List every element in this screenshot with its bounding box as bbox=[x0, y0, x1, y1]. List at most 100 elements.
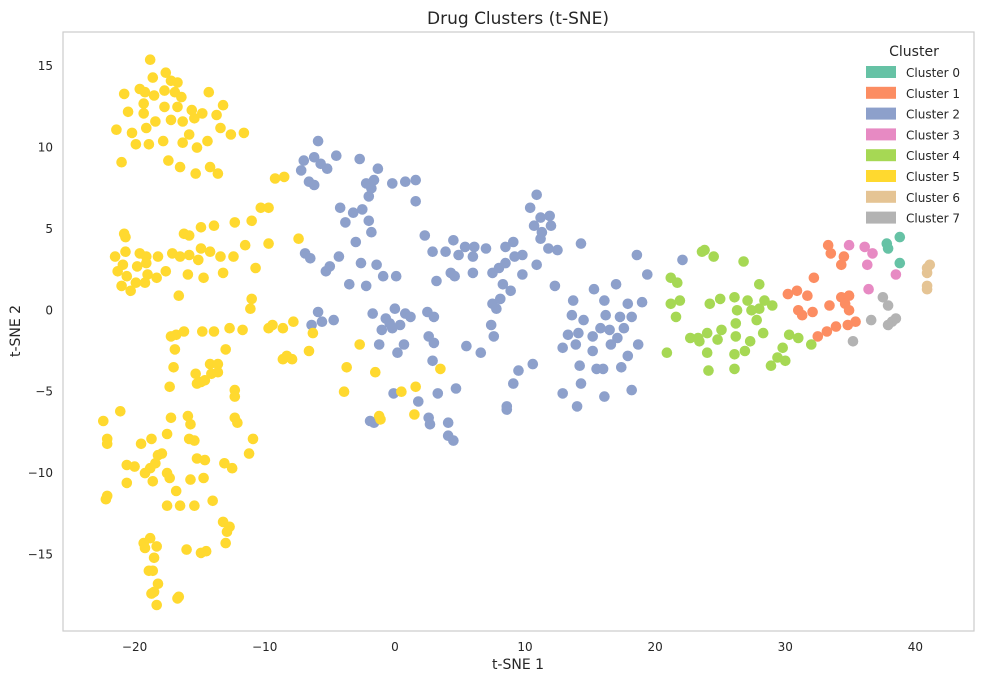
data-point bbox=[217, 267, 229, 279]
data-point bbox=[228, 251, 239, 262]
data-point bbox=[921, 267, 933, 279]
data-point bbox=[182, 269, 194, 280]
data-point bbox=[139, 467, 151, 479]
data-point bbox=[531, 259, 542, 271]
data-point bbox=[739, 345, 751, 357]
data-point bbox=[151, 599, 162, 611]
data-point bbox=[219, 458, 230, 469]
data-point bbox=[545, 220, 557, 231]
data-point bbox=[288, 316, 299, 328]
data-point bbox=[821, 326, 833, 337]
data-point bbox=[118, 88, 130, 100]
data-point bbox=[587, 331, 598, 342]
data-point bbox=[843, 290, 855, 302]
data-point bbox=[367, 308, 379, 319]
data-point bbox=[410, 381, 422, 393]
data-point bbox=[822, 239, 834, 251]
legend-label: Cluster 0 bbox=[906, 66, 960, 80]
data-point bbox=[824, 300, 835, 311]
data-point bbox=[164, 381, 175, 393]
data-point bbox=[730, 318, 742, 329]
data-point bbox=[665, 298, 677, 310]
data-point bbox=[138, 98, 149, 109]
data-point bbox=[197, 326, 208, 337]
data-point bbox=[308, 152, 320, 163]
data-point bbox=[220, 537, 231, 549]
data-point bbox=[612, 332, 623, 344]
data-point bbox=[341, 362, 353, 373]
data-point bbox=[305, 252, 316, 264]
data-point bbox=[578, 314, 589, 326]
data-point bbox=[626, 384, 637, 396]
data-point bbox=[480, 243, 492, 254]
data-point bbox=[174, 500, 186, 512]
data-point bbox=[269, 173, 281, 184]
data-point bbox=[488, 331, 500, 342]
data-point bbox=[115, 406, 126, 417]
data-point bbox=[224, 322, 235, 334]
data-point bbox=[243, 448, 255, 459]
data-point bbox=[208, 326, 220, 337]
data-point bbox=[708, 251, 719, 262]
data-point bbox=[360, 280, 372, 292]
data-point bbox=[190, 368, 201, 380]
data-point bbox=[328, 314, 340, 326]
data-point bbox=[159, 85, 170, 96]
data-point bbox=[661, 347, 673, 359]
legend-label: Cluster 1 bbox=[906, 87, 960, 101]
data-point bbox=[363, 215, 375, 227]
data-point bbox=[130, 139, 142, 150]
data-point bbox=[122, 106, 134, 118]
data-point bbox=[204, 246, 216, 257]
data-point bbox=[836, 259, 847, 271]
data-point bbox=[303, 345, 315, 357]
data-point bbox=[413, 396, 424, 407]
data-point bbox=[195, 222, 207, 233]
data-point bbox=[177, 137, 188, 148]
data-point bbox=[190, 168, 201, 179]
data-point bbox=[791, 285, 803, 297]
data-point bbox=[212, 168, 224, 179]
data-point bbox=[567, 295, 579, 306]
legend-swatch bbox=[866, 66, 896, 78]
data-point bbox=[557, 342, 568, 354]
data-point bbox=[549, 280, 561, 292]
data-point bbox=[263, 238, 274, 249]
data-point bbox=[246, 293, 257, 305]
data-point bbox=[366, 226, 377, 238]
data-point bbox=[459, 241, 471, 253]
data-point bbox=[312, 306, 324, 318]
data-point bbox=[111, 124, 122, 135]
data-point bbox=[163, 155, 174, 166]
data-point bbox=[183, 230, 195, 241]
data-point bbox=[428, 337, 440, 349]
data-point bbox=[859, 241, 870, 253]
data-point bbox=[825, 248, 837, 259]
data-point bbox=[118, 228, 130, 240]
data-point bbox=[267, 319, 278, 331]
data-point bbox=[626, 311, 637, 323]
data-point bbox=[508, 378, 519, 389]
data-point bbox=[574, 360, 585, 372]
data-point bbox=[208, 220, 220, 231]
data-point bbox=[148, 90, 160, 101]
data-point bbox=[575, 378, 587, 389]
data-point bbox=[757, 327, 769, 339]
data-point bbox=[204, 358, 216, 370]
data-point bbox=[508, 236, 519, 248]
legend-item: Cluster 2 bbox=[866, 107, 960, 122]
data-point bbox=[178, 326, 190, 337]
data-point bbox=[340, 217, 351, 228]
data-point bbox=[200, 545, 212, 557]
chart-title: Drug Clusters (t-SNE) bbox=[427, 9, 609, 29]
data-point bbox=[670, 311, 682, 323]
data-point bbox=[672, 277, 683, 289]
data-point bbox=[843, 239, 855, 251]
data-point bbox=[890, 269, 902, 280]
y-tick-label: 15 bbox=[38, 59, 53, 73]
y-tick-label: 5 bbox=[45, 222, 53, 236]
data-point bbox=[544, 210, 555, 222]
data-point bbox=[570, 339, 582, 350]
